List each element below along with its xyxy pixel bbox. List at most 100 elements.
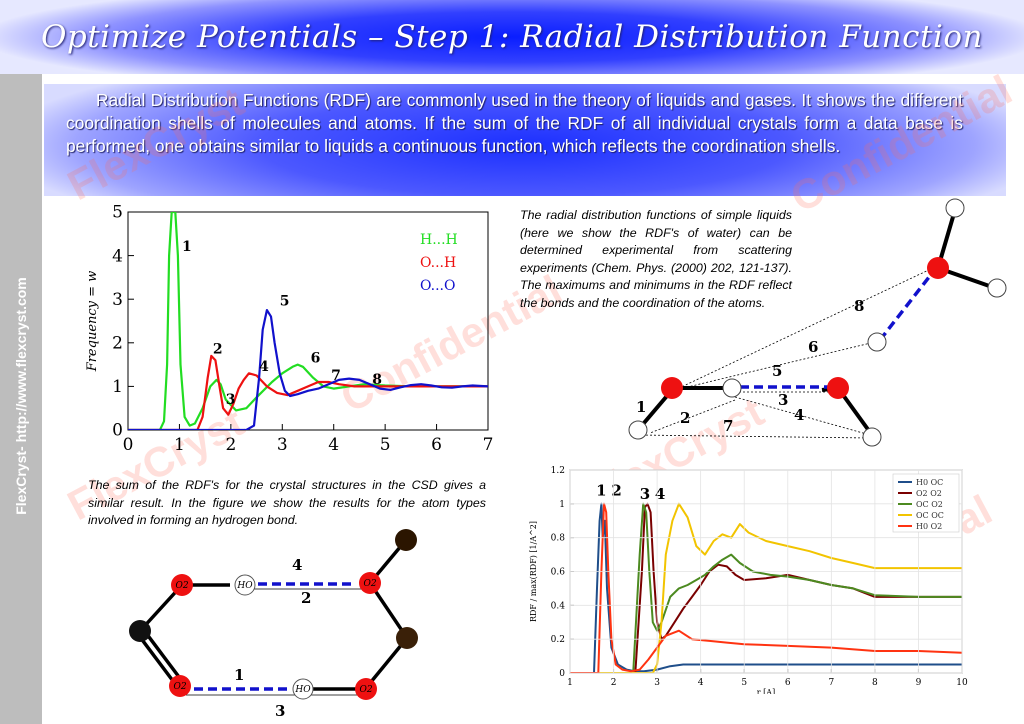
y-tick-label: 0.4 [551, 601, 566, 611]
intro-text: Radial Distribution Functions (RDF) are … [66, 90, 963, 156]
atom-label: O2 [175, 581, 188, 591]
hydrogen-atom [234, 574, 256, 596]
oxygen-atom [171, 574, 193, 596]
legend-entry: H0 O2 [916, 522, 942, 531]
series-line [570, 502, 962, 673]
y-tick-label: 1.2 [551, 466, 565, 476]
hydrogen-atom [862, 427, 882, 447]
legend-entry: O2 O2 [916, 489, 942, 498]
distance-label: 2 [680, 409, 690, 427]
peak-label: 4 [655, 485, 665, 503]
x-axis-label: r [A] [757, 688, 775, 694]
x-tick-label: 9 [916, 678, 922, 688]
legend-entry: H...H [420, 232, 458, 248]
atom-label: O2 [173, 682, 186, 692]
atom-label: O2 [363, 579, 376, 589]
series-line [128, 354, 488, 430]
peak-label: 3 [226, 392, 236, 408]
y-tick-label: 4 [112, 246, 123, 266]
water-coordination-diagram: 8 6 5 3 4 1 2 7 [628, 198, 1007, 447]
peak-label: 7 [331, 368, 341, 384]
distance-label: 6 [808, 338, 818, 356]
link-8 [674, 266, 936, 391]
peak-label: 1 [182, 239, 192, 255]
distance-label: 5 [772, 362, 782, 380]
vertical-url-label: FlexCryst- http://www.flexcryst.com [13, 277, 29, 515]
y-tick-label: 0 [559, 669, 565, 679]
bond-label: 3 [275, 702, 285, 720]
series-line [128, 212, 488, 430]
x-tick-label: 10 [956, 678, 968, 688]
x-tick-label: 8 [872, 678, 878, 688]
x-tick-label: 1 [174, 435, 185, 455]
y-axis-label: Frequency = w [85, 271, 100, 373]
atom-label: HO [236, 581, 253, 591]
caption-csd: The sum of the RDF's for the crystal str… [88, 478, 486, 527]
atom-label: O2 [359, 685, 372, 695]
legend-entry: OC O2 [916, 500, 943, 509]
x-tick-label: 3 [277, 435, 288, 455]
intro-box [44, 84, 1006, 196]
y-tick-label: 0.2 [551, 635, 565, 645]
peak-label: 5 [280, 294, 290, 310]
link-7 [637, 434, 871, 439]
distance-label: 8 [854, 297, 864, 315]
y-tick-label: 3 [112, 290, 123, 310]
x-tick-label: 1 [567, 678, 573, 688]
peak-label: 1 [596, 481, 606, 499]
oxygen-atom [355, 678, 377, 700]
peak-label: 3 [640, 485, 650, 503]
y-tick-label: 1 [112, 377, 123, 397]
peak-label: 2 [213, 342, 223, 358]
x-tick-label: 2 [225, 435, 236, 455]
x-tick-label: 4 [328, 435, 339, 455]
title-bar [0, 0, 1024, 74]
x-tick-label: 7 [483, 435, 494, 455]
y-tick-label: 0.6 [551, 568, 566, 578]
page-title: Optimize Potentials – Step 1: Radial Dis… [40, 19, 984, 55]
legend-entry: O...H [420, 255, 456, 271]
x-tick-label: 3 [654, 678, 660, 688]
peak-label: 2 [611, 481, 621, 499]
y-tick-label: 0 [112, 421, 123, 441]
x-tick-label: 7 [828, 678, 834, 688]
series-line [570, 502, 962, 673]
legend-entry: O...O [420, 278, 456, 294]
hydrogen-atom [945, 198, 965, 218]
legend-entry: H0 OC [916, 478, 943, 487]
oxygen-atom [169, 675, 191, 697]
plot-frame [127, 211, 489, 431]
bond-label: 1 [234, 666, 244, 684]
series-line [570, 502, 962, 673]
oxygen-atom [661, 377, 683, 399]
dark-atom [395, 529, 417, 551]
x-tick-label: 4 [698, 678, 704, 688]
hydrogen-atom [867, 332, 887, 352]
x-tick-label: 0 [123, 435, 134, 455]
peak-label: 8 [372, 372, 382, 388]
hbond-ring-diagram: O2 HO O2 O2 HO O2 4 2 1 3 [129, 529, 418, 720]
distance-label: 7 [723, 417, 733, 435]
bond-label: 4 [292, 556, 302, 574]
x-tick-label: 6 [785, 678, 791, 688]
y-tick-label: 0.8 [551, 534, 566, 544]
distance-label: 1 [636, 398, 646, 416]
y-tick-label: 2 [112, 333, 123, 353]
peak-label: 6 [311, 350, 321, 366]
link-4 [734, 396, 871, 436]
distance-label: 4 [794, 406, 804, 424]
dark-atom [396, 627, 418, 649]
caption-water: The radial distribution functions of sim… [520, 208, 792, 310]
hydrogen-atom [292, 678, 314, 700]
y-tick-label: 5 [112, 203, 123, 223]
x-tick-label: 5 [380, 435, 391, 455]
left-strip [0, 74, 42, 724]
oxygen-atom [927, 257, 949, 279]
hbond-8 [878, 270, 935, 342]
series-line [128, 309, 488, 430]
peak-label: 4 [259, 359, 269, 375]
hydrogen-atom [628, 420, 648, 440]
oxygen-atom [359, 572, 381, 594]
atom-label: HO [294, 685, 311, 695]
